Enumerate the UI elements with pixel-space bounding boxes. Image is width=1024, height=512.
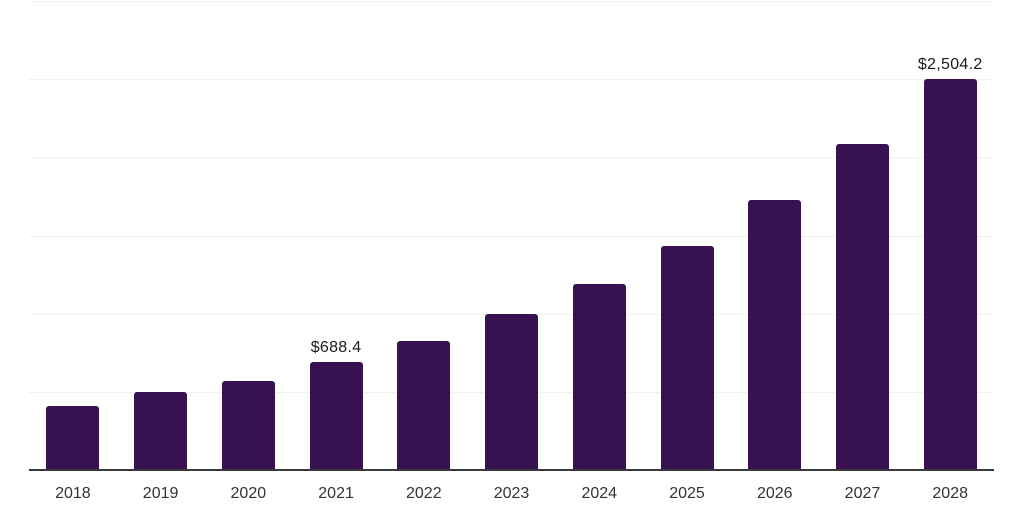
bar-2023 <box>485 313 539 470</box>
x-tick-2022: 2022 <box>406 485 442 502</box>
data-label-2028: $2,504.2 <box>917 55 983 73</box>
bars-row: $688.4 $2,504.2 <box>29 1 994 470</box>
bar-cell-2028: $2,504.2 <box>906 1 994 470</box>
x-axis-tick-labels: 2018 2019 2020 2021 2022 2023 2024 2025 2026 2027… <box>29 484 994 504</box>
gridline-2500 <box>29 79 994 81</box>
gridline-2000 <box>29 157 994 159</box>
bar-2026 <box>748 199 802 470</box>
bar-2019 <box>134 392 188 470</box>
x-tick-2024: 2024 <box>581 485 618 502</box>
gridline-3000 <box>29 1 994 2</box>
x-tick-2026: 2026 <box>756 485 793 502</box>
bar-2025 <box>660 245 714 470</box>
bar-2020 <box>221 381 275 470</box>
x-tick-2018: 2018 <box>55 485 91 502</box>
bar-cell-2021: $688.4 <box>292 1 380 470</box>
bar-cell-2025 <box>643 1 731 470</box>
bar-cell-2018 <box>29 1 117 470</box>
plot-area: $688.4 $2,504.2 <box>29 1 994 471</box>
bar-2027 <box>835 143 889 470</box>
bar-2024 <box>572 283 626 470</box>
bar-cell-2020 <box>204 1 292 470</box>
bar-2022 <box>397 340 451 470</box>
x-tick-2023: 2023 <box>493 485 530 502</box>
bar-cell-2019 <box>117 1 205 470</box>
bar-cell-2026 <box>731 1 819 470</box>
gridline-1500 <box>29 235 994 237</box>
bar-cell-2023 <box>468 1 556 470</box>
bar-cell-2022 <box>380 1 468 470</box>
data-label-2021: $688.4 <box>310 339 362 357</box>
x-tick-2020: 2020 <box>230 485 267 502</box>
bar-cell-2027 <box>819 1 907 470</box>
x-tick-2027: 2027 <box>844 485 881 502</box>
bar-2018 <box>46 405 100 470</box>
x-tick-2019: 2019 <box>142 485 179 502</box>
x-tick-2021: 2021 <box>318 485 354 502</box>
x-axis-line <box>29 469 994 471</box>
x-tick-2025: 2025 <box>669 485 705 502</box>
x-tick-2028: 2028 <box>932 485 968 502</box>
bar-cell-2024 <box>555 1 643 470</box>
bar-2028: $2,504.2 <box>918 56 982 470</box>
bar-2021: $688.4 <box>309 339 363 470</box>
